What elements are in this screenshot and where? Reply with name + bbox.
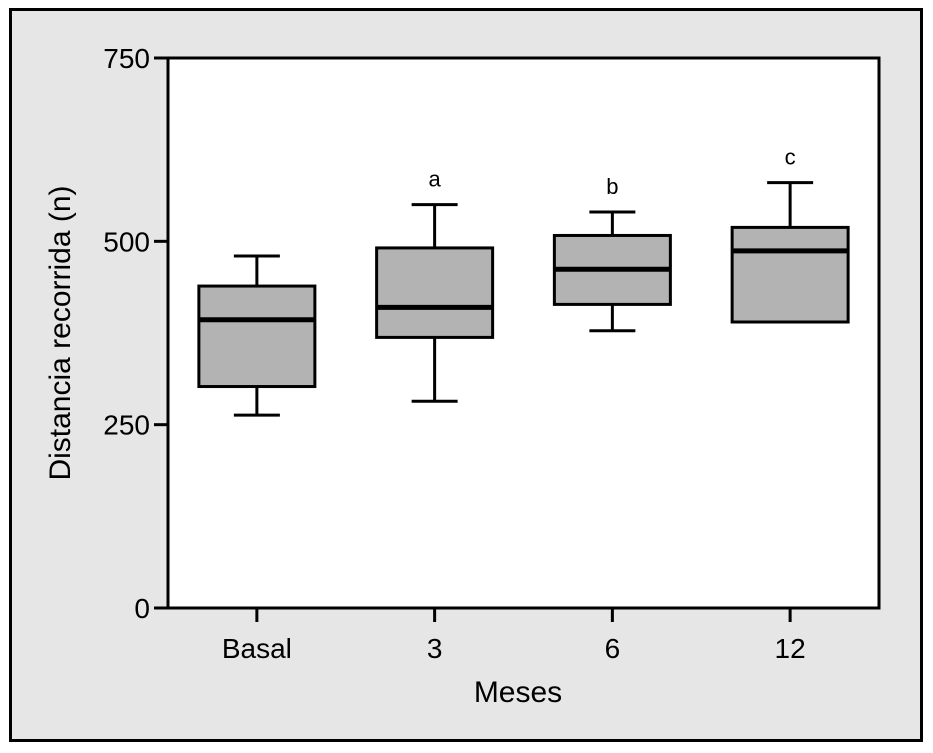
x-axis-title: Meses bbox=[474, 676, 562, 709]
box-iqr bbox=[197, 284, 317, 389]
box-series: a b c bbox=[197, 145, 850, 417]
box-group: c bbox=[730, 145, 850, 324]
significance-annotation: c bbox=[785, 145, 796, 170]
box-group bbox=[197, 254, 317, 417]
box-iqr bbox=[730, 225, 850, 324]
x-tick-label: 12 bbox=[775, 633, 806, 664]
y-tick-label: 250 bbox=[103, 410, 150, 441]
x-tick-label: Basal bbox=[222, 633, 292, 664]
x-tick-label: 6 bbox=[605, 633, 621, 664]
box-group: a bbox=[375, 167, 495, 403]
significance-annotation: a bbox=[429, 167, 442, 192]
y-tick-label: 750 bbox=[103, 43, 150, 74]
figure-panel: 0 250 500 750 Basal 3 6 12 a b c Meses Distancia… bbox=[9, 8, 923, 742]
x-axis: Basal 3 6 12 bbox=[222, 608, 806, 664]
y-tick-label: 0 bbox=[134, 593, 150, 624]
x-tick-label: 3 bbox=[427, 633, 443, 664]
box-iqr bbox=[375, 246, 495, 339]
box-plot-chart: 0 250 500 750 Basal 3 6 12 a b c Meses Distancia… bbox=[44, 43, 881, 709]
y-axis: 0 250 500 750 bbox=[103, 43, 168, 624]
significance-annotation: b bbox=[606, 174, 618, 199]
y-axis-title: Distancia recorrida (n) bbox=[44, 185, 77, 480]
y-tick-label: 500 bbox=[103, 226, 150, 257]
box-group: b bbox=[552, 174, 672, 333]
